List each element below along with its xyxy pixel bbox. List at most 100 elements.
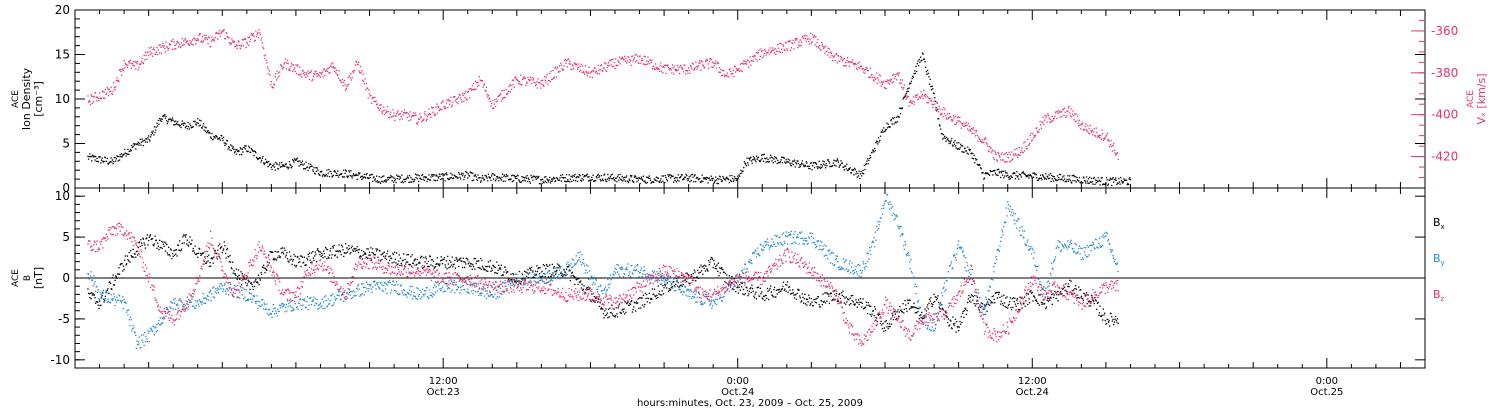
bx-series-point [757,286,759,288]
density-series-point [115,160,117,162]
density-series-point [735,177,737,180]
density-series-point [722,177,725,179]
vx-series-point [896,79,898,81]
density-series-point [636,181,638,183]
vx-series-point [1001,159,1004,161]
right-y-tick-label: -360 [1431,24,1458,38]
density-series-point [456,177,458,179]
density-series-point [697,177,699,179]
by-series-point [100,296,103,298]
vx-series-point [341,81,343,83]
vx-series-point [327,67,329,69]
density-series-point [1056,179,1058,182]
bx-series-point [239,277,241,279]
density-series-point [700,181,702,184]
density-series-point [720,178,722,181]
vx-series-point [205,34,207,37]
bx-series-point [418,262,420,264]
density-series-point [948,142,950,145]
density-series-point [845,165,847,167]
by-series-point [128,309,130,311]
vx-series-point [410,116,413,118]
bx-series-point [459,259,461,261]
bx-series-point [1001,295,1003,297]
bx-series-point [244,278,246,280]
y-tick-label: 15 [55,48,70,62]
bx-series-point [286,252,288,254]
density-series-point [851,169,853,171]
bx-series-point [863,308,865,310]
bx-series-point [711,257,713,259]
bx-series-point [348,245,350,247]
density-series-point [1044,177,1046,179]
density-series-point [312,169,314,171]
vx-series-point [281,65,283,67]
density-series-point [186,128,188,130]
bx-series-point [850,295,853,297]
density-series-point [566,180,568,182]
bx-series-point [467,259,469,261]
vx-series-point [1009,153,1011,156]
vx-series-point [735,68,738,70]
vx-series-point [359,72,361,74]
density-series-point [406,177,408,179]
bx-series-point [224,245,226,247]
bx-series-point [148,236,150,238]
vx-series-point [722,70,725,72]
bx-series-point [581,283,583,285]
density-series-point [800,164,802,166]
bx-series-point [1104,312,1106,314]
density-series-point [1049,172,1051,175]
density-series-point [671,175,674,177]
density-series-point [721,180,723,182]
density-series-point [1122,181,1124,183]
density-series-point [113,160,115,163]
bx-series-point [957,326,959,328]
density-series-point [1129,178,1132,181]
bx-series-point [505,272,508,274]
vx-series-point [848,65,851,67]
vx-series-point [775,50,778,53]
bx-series-point [703,267,705,269]
bx-series-point [668,290,670,292]
density-series-point [583,176,585,178]
vx-series-point [388,116,391,119]
vx-series-point [241,44,243,46]
density-series-point [479,177,481,179]
bx-series-point [650,297,652,299]
density-series-point [1071,175,1073,177]
vx-series-point [569,63,572,65]
vx-series-point [496,100,499,102]
density-series-point [1015,174,1017,177]
vx-series-point [542,84,544,86]
bx-series-point [812,304,814,307]
bx-series-point [746,289,749,292]
density-series-point [398,175,400,177]
density-series-point [91,154,94,156]
bx-series-point [465,263,467,265]
vx-series-point [869,67,871,69]
vx-series-point [370,102,373,104]
density-series-point [702,177,705,179]
bx-series-point [683,275,685,278]
bx-series-point [782,285,784,288]
vx-series-point [1040,124,1042,126]
bx-series-point [1077,297,1079,299]
density-series-point [131,144,133,147]
density-series-point [139,138,141,140]
vx-series-point [604,69,606,71]
vx-series-point [822,45,824,47]
density-series-point [263,162,265,164]
vx-series-point [947,113,949,115]
bx-series-point [316,249,318,251]
bx-series-point [792,289,794,291]
density-series-point [219,137,221,139]
density-series-point [890,120,892,122]
density-series-point [693,175,696,177]
bx-series-point [898,311,900,313]
vx-series-point [786,48,788,50]
vx-series-point [258,29,260,31]
density-series-point [626,175,628,177]
by-series-point [98,298,100,300]
vx-series-point [301,69,303,72]
